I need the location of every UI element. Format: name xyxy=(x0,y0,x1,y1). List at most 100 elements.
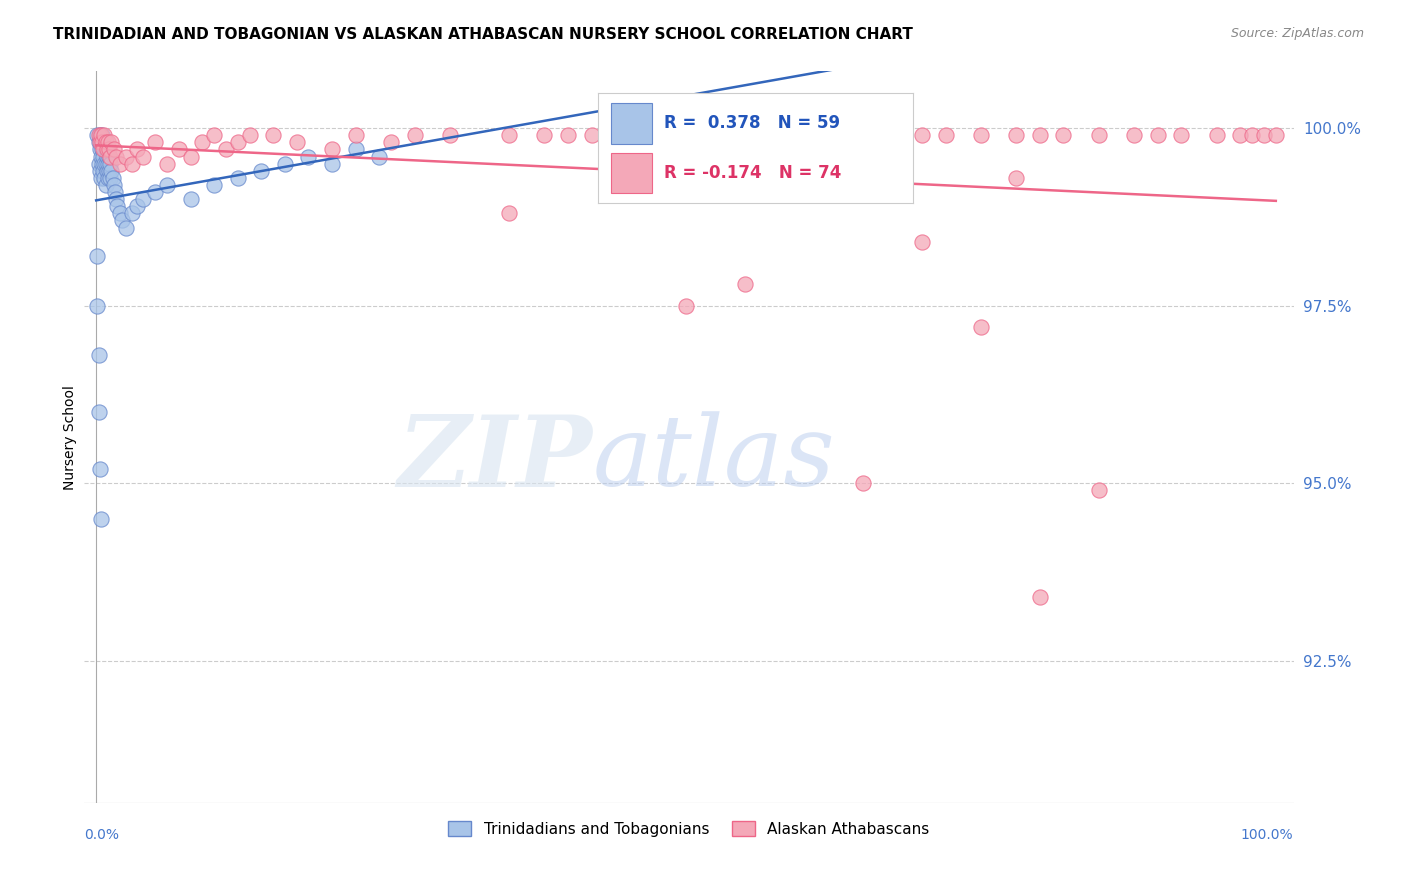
Point xyxy=(1088,128,1111,143)
Point xyxy=(202,128,225,143)
Point xyxy=(557,128,579,143)
Point xyxy=(793,185,815,199)
Text: 100.0%: 100.0% xyxy=(1241,828,1294,842)
Point xyxy=(91,143,114,157)
Point xyxy=(104,185,127,199)
Point xyxy=(111,213,134,227)
Point xyxy=(769,128,792,143)
Point xyxy=(91,150,114,164)
Point xyxy=(97,143,120,157)
Point xyxy=(86,299,108,313)
Point xyxy=(101,170,124,185)
Point xyxy=(439,128,461,143)
Point xyxy=(90,150,112,164)
Point xyxy=(86,128,108,143)
Point xyxy=(533,128,555,143)
Point xyxy=(911,128,934,143)
Point xyxy=(89,163,111,178)
Point xyxy=(156,156,179,170)
Point xyxy=(91,163,114,178)
Point xyxy=(98,143,121,157)
Point xyxy=(89,143,111,157)
Point xyxy=(143,185,166,199)
Point xyxy=(93,143,115,157)
Point xyxy=(121,206,143,220)
Point xyxy=(127,143,149,157)
Point xyxy=(817,128,839,143)
Point xyxy=(191,136,214,150)
Point xyxy=(87,136,110,150)
Point xyxy=(1205,128,1227,143)
Point xyxy=(105,150,128,164)
Point xyxy=(675,299,697,313)
Text: TRINIDADIAN AND TOBAGONIAN VS ALASKAN ATHABASCAN NURSERY SCHOOL CORRELATION CHAR: TRINIDADIAN AND TOBAGONIAN VS ALASKAN AT… xyxy=(53,27,914,42)
Point xyxy=(1123,128,1146,143)
Point xyxy=(96,150,118,164)
Point xyxy=(94,136,117,150)
Point xyxy=(94,178,117,192)
Point xyxy=(380,136,402,150)
Text: atlas: atlas xyxy=(592,411,835,507)
Point xyxy=(734,128,756,143)
Point xyxy=(1147,128,1170,143)
Point xyxy=(96,143,118,157)
Point xyxy=(87,405,110,419)
Point xyxy=(934,128,956,143)
Point xyxy=(274,156,297,170)
Point xyxy=(89,136,111,150)
Point xyxy=(498,206,520,220)
Text: 0.0%: 0.0% xyxy=(84,828,120,842)
Point xyxy=(262,128,284,143)
Point xyxy=(1088,483,1111,498)
Point xyxy=(98,163,121,178)
Point xyxy=(100,136,122,150)
Point xyxy=(90,170,112,185)
Point xyxy=(90,136,112,150)
Point xyxy=(105,199,128,213)
Point xyxy=(97,136,120,150)
Point xyxy=(98,150,121,164)
Point xyxy=(94,143,117,157)
Point xyxy=(103,178,125,192)
Point xyxy=(156,178,179,192)
Point xyxy=(93,156,115,170)
Point xyxy=(285,136,308,150)
Point xyxy=(970,128,993,143)
Point xyxy=(97,170,120,185)
Point xyxy=(167,143,190,157)
Point xyxy=(226,136,249,150)
Text: ZIP: ZIP xyxy=(398,411,592,508)
Y-axis label: Nursery School: Nursery School xyxy=(63,384,77,490)
Point xyxy=(887,128,910,143)
Point xyxy=(91,136,114,150)
Point xyxy=(96,163,118,178)
Point xyxy=(793,128,815,143)
Point xyxy=(911,235,934,249)
Point xyxy=(1029,128,1052,143)
Point xyxy=(368,150,391,164)
Point xyxy=(91,143,114,157)
Text: Source: ZipAtlas.com: Source: ZipAtlas.com xyxy=(1230,27,1364,40)
Point xyxy=(90,512,112,526)
Point xyxy=(238,128,260,143)
Point xyxy=(852,476,875,491)
Point xyxy=(91,128,114,143)
Point xyxy=(675,128,697,143)
Point xyxy=(93,170,115,185)
Point xyxy=(180,192,202,206)
Legend: Trinidadians and Tobagonians, Alaskan Athabascans: Trinidadians and Tobagonians, Alaskan At… xyxy=(443,814,935,843)
Point xyxy=(105,192,128,206)
Point xyxy=(1029,590,1052,604)
Point xyxy=(98,150,121,164)
Point xyxy=(108,206,131,220)
Point xyxy=(86,249,108,263)
Point xyxy=(132,150,155,164)
Point xyxy=(202,178,225,192)
Point xyxy=(734,277,756,292)
Point xyxy=(297,150,319,164)
Point xyxy=(1241,128,1264,143)
Point xyxy=(1170,128,1192,143)
Point xyxy=(89,462,111,476)
Point xyxy=(180,150,202,164)
Point xyxy=(108,156,131,170)
